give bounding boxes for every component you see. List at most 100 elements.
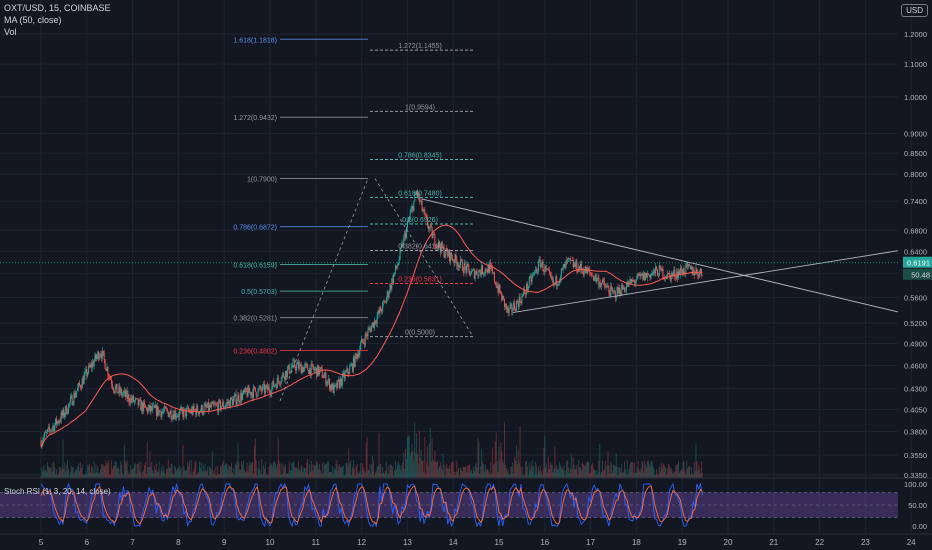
currency-button[interactable]: USD	[901, 4, 928, 17]
volume-bar	[517, 449, 519, 478]
candle-body	[609, 292, 611, 297]
volume-bar	[156, 471, 158, 478]
candle-body	[284, 377, 286, 380]
volume-bar	[441, 469, 443, 478]
volume-bar	[597, 474, 599, 478]
volume-bar	[365, 442, 367, 478]
candle-body	[170, 410, 172, 419]
candle-body	[73, 392, 75, 404]
candle-body	[561, 268, 563, 270]
volume-bar	[262, 474, 264, 478]
volume-bar	[638, 469, 640, 478]
price-tick-label: 1.2000	[904, 30, 927, 39]
price-tick-label: 0.6800	[904, 226, 927, 235]
volume-bar	[136, 463, 138, 478]
candle-body	[699, 272, 701, 277]
volume-bar	[405, 459, 407, 478]
candle-body	[45, 432, 47, 434]
volume-bar	[263, 465, 265, 478]
candle-body	[469, 269, 471, 276]
volume-bar	[364, 473, 366, 478]
volume-bar	[323, 462, 325, 478]
candle-body	[203, 405, 205, 413]
candle-body	[566, 260, 568, 262]
price-tick-label: 0.9000	[904, 129, 927, 138]
volume-bar	[658, 466, 660, 478]
candle-body	[624, 290, 626, 292]
candle-body	[208, 402, 210, 411]
volume-bar	[199, 468, 201, 478]
candle-body	[562, 266, 564, 269]
candle-body	[332, 383, 334, 394]
volume-bar	[481, 448, 483, 478]
candle-body	[145, 407, 147, 409]
candle-body	[546, 268, 548, 270]
candle-body	[302, 367, 304, 372]
candle-body	[685, 263, 687, 274]
volume-bar	[460, 467, 462, 478]
candle-body	[321, 368, 323, 378]
fib-left-connector	[279, 178, 369, 402]
candle-body	[461, 260, 463, 271]
volume-bar	[146, 442, 148, 478]
volume-bar	[249, 461, 251, 478]
volume-bar	[308, 463, 310, 478]
candle-body	[602, 279, 604, 284]
volume-bar	[384, 470, 386, 478]
volume-bar	[475, 462, 477, 478]
candle-body	[296, 364, 298, 371]
candle-body	[418, 193, 420, 201]
candle-body	[560, 268, 562, 279]
volume-bar	[565, 470, 567, 478]
candle-body	[219, 400, 221, 402]
volume-bar	[68, 475, 70, 478]
candle-body	[652, 271, 654, 275]
candle-body	[329, 378, 331, 390]
volume-bar	[601, 471, 603, 478]
volume-bar	[636, 467, 638, 478]
volume-bar	[496, 461, 498, 478]
candle-body	[130, 397, 132, 404]
candle-body	[455, 254, 457, 261]
volume-bar	[646, 461, 648, 478]
candle-body	[515, 301, 517, 311]
volume-bar	[558, 468, 560, 478]
volume-bar	[385, 461, 387, 478]
candle-body	[83, 375, 85, 385]
candle-body	[134, 398, 136, 401]
volume-bar	[474, 465, 476, 478]
candle-body	[175, 411, 177, 418]
volume-bar	[78, 471, 80, 478]
candle-body	[67, 412, 69, 414]
volume-bar	[330, 471, 332, 478]
candle-body	[205, 404, 207, 408]
volume-bar	[100, 469, 102, 478]
candle-body	[252, 392, 254, 398]
candle-body	[619, 287, 621, 295]
candle-body	[155, 405, 157, 416]
volume-bar	[266, 473, 268, 478]
volume-bar	[616, 466, 618, 478]
candle-body	[489, 262, 491, 273]
volume-bar	[187, 466, 189, 478]
volume-bar	[318, 463, 320, 478]
candle-body	[151, 406, 153, 411]
candle-body	[287, 364, 289, 369]
volume-bar	[674, 471, 676, 478]
volume-bar	[58, 466, 60, 478]
volume-bar	[123, 444, 125, 478]
volume-bar	[393, 475, 395, 478]
volume-bar	[445, 466, 447, 478]
candle-body	[403, 237, 405, 247]
candle-body	[405, 232, 407, 238]
candle-body	[435, 246, 437, 248]
volume-bar	[381, 474, 383, 478]
candle-body	[597, 277, 599, 279]
candle-body	[493, 272, 495, 274]
volume-bar	[566, 460, 568, 478]
volume-bar	[241, 461, 243, 478]
candle-body	[352, 357, 354, 372]
volume-bar	[215, 466, 217, 478]
volume-bar	[667, 464, 669, 478]
